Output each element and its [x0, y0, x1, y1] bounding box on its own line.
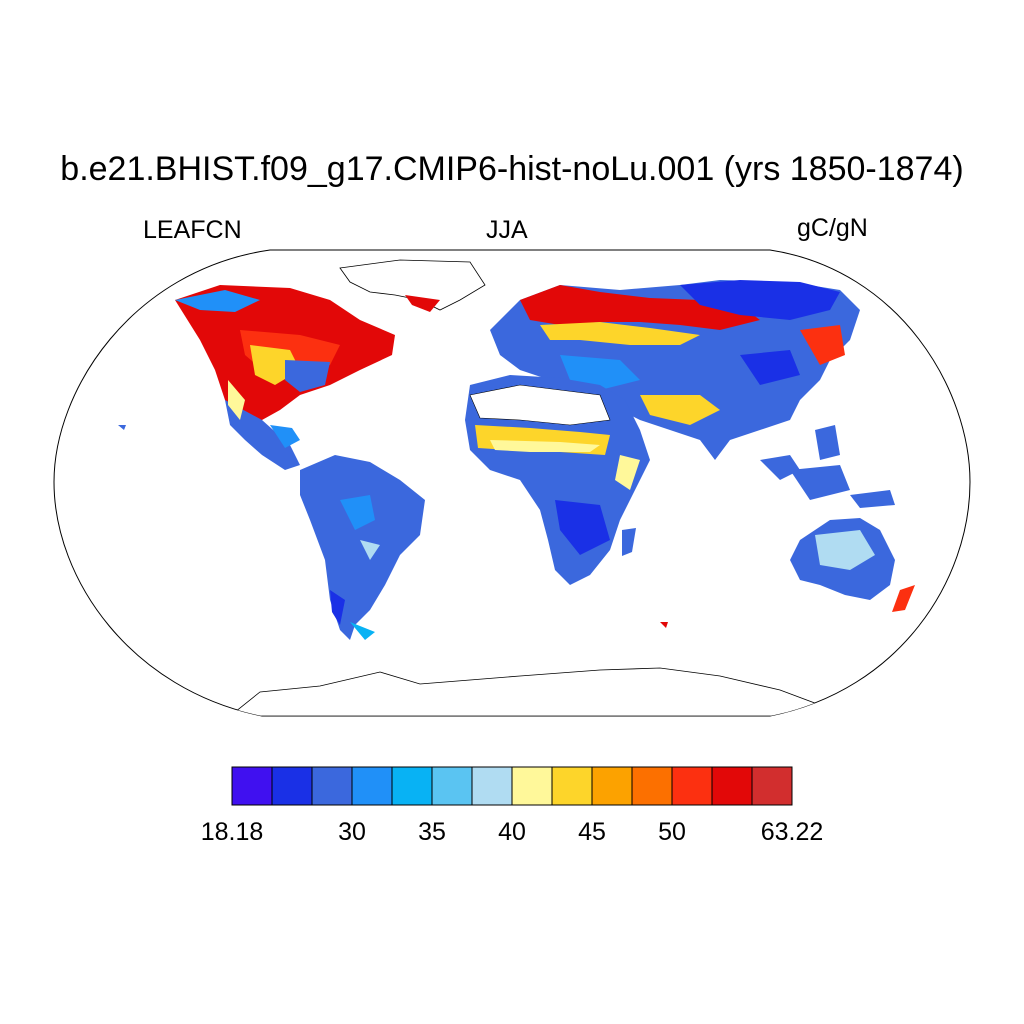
colorbar-tick-label: 63.22: [760, 818, 824, 846]
colorbar-box: [551, 766, 593, 806]
colorbar-box: [591, 766, 633, 806]
australia-landmass: [790, 518, 895, 600]
colorbar-tick-label: 30: [338, 818, 366, 846]
colorbar-box: [751, 766, 793, 806]
colorbar-box: [631, 766, 673, 806]
season-label: JJA: [486, 216, 528, 244]
north-america-landmass: [175, 285, 395, 470]
colorbar-box: [471, 766, 513, 806]
greenland-outline: [339, 259, 486, 311]
maritime-asia: [760, 425, 895, 508]
colorbar-box: [671, 766, 713, 806]
plot-title: b.e21.BHIST.f09_g17.CMIP6-hist-noLu.001 …: [60, 150, 964, 188]
colorbar-tick-label: 18.18: [200, 818, 264, 846]
new-zealand: [892, 585, 915, 612]
colorbar-box: [231, 766, 273, 806]
colorbar-tick-label: 45: [578, 818, 606, 846]
eurasia-landmass: [490, 280, 860, 460]
colorbar-box: [431, 766, 473, 806]
madagascar: [622, 528, 636, 556]
antarctica-outline: [228, 667, 821, 716]
colorbar-tick-label: 35: [418, 818, 446, 846]
colorbar-box: [511, 766, 553, 806]
africa-landmass: [465, 375, 650, 585]
colorbar: [231, 766, 793, 806]
colorbar-tick-label: 50: [658, 818, 686, 846]
colorbar-box: [711, 766, 753, 806]
colorbar-box: [351, 766, 393, 806]
colorbar-box: [391, 766, 433, 806]
colorbar-box: [271, 766, 313, 806]
colorbar-box: [311, 766, 353, 806]
south-america-landmass: [300, 455, 425, 640]
variable-label: LEAFCN: [143, 216, 242, 244]
colorbar-tick-label: 40: [498, 818, 526, 846]
units-label: gC/gN: [797, 214, 868, 242]
